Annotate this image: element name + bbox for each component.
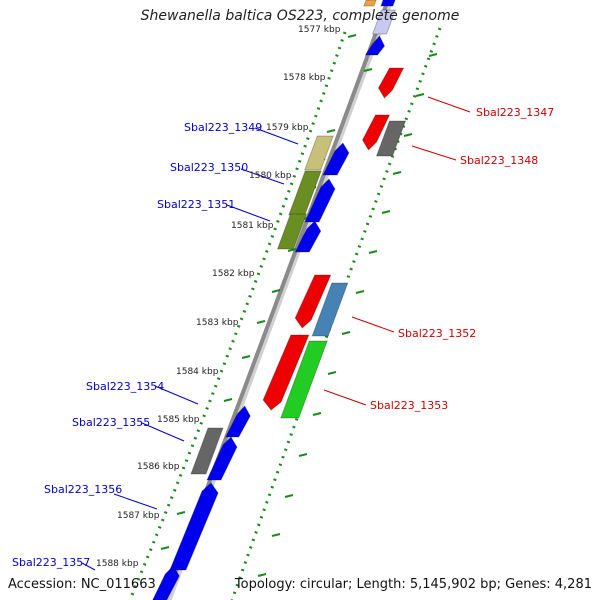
label-connectors <box>81 96 471 571</box>
gene-sbal223-1347 <box>377 67 405 99</box>
gene-forward-1349b <box>322 142 350 176</box>
label-connector <box>351 316 395 333</box>
gene-sbal223-1348-red <box>361 114 391 151</box>
gene-forward-1351b <box>294 220 322 253</box>
gene-sbal223-1357 <box>152 565 180 600</box>
scale-label: 1584 kbp <box>176 367 219 377</box>
label-connector <box>254 127 299 145</box>
ring-tick <box>363 68 373 72</box>
label-connector <box>113 493 158 510</box>
gene-sbal223-1352 <box>311 282 349 337</box>
ring-tick <box>381 210 391 214</box>
gene-label: Sbal223_1352 <box>398 327 476 340</box>
gene-label: Sbal223_1357 <box>12 556 90 569</box>
ring-tick <box>368 250 378 254</box>
gene-sbal223-1348 <box>375 120 407 157</box>
gene-label: Sbal223_1350 <box>170 161 248 174</box>
map-rings <box>128 0 442 600</box>
scale-label: 1578 kbp <box>283 73 326 83</box>
label-connector <box>240 168 285 185</box>
gene-sbal223-1351 <box>276 213 308 250</box>
ring-tick <box>298 453 308 457</box>
label-connector <box>323 389 367 406</box>
gene-red-1353a <box>262 334 310 411</box>
scale-label: 1587 kbp <box>117 511 160 521</box>
gene-red-1352a <box>294 274 332 329</box>
gene-sbal223-1354 <box>224 405 251 438</box>
ring-tick <box>403 133 413 137</box>
ring-tick <box>392 171 402 175</box>
ring-tick <box>223 398 233 402</box>
gene-label: Sbal223_1347 <box>476 106 554 119</box>
scale-labels: 1577 kbp 1578 kbp 1579 kbp 1580 kbp 1581 kbp… <box>96 25 341 569</box>
scale-label: 1586 kbp <box>137 462 180 472</box>
gene-labels: Sbal223_1347 Sbal223_1348 Sbal223_1349 Sbal… <box>12 106 554 569</box>
gene-track <box>152 0 407 600</box>
label-connector <box>411 145 457 161</box>
ring-tick <box>241 355 251 359</box>
label-connector <box>141 422 185 442</box>
gene-partial-blue <box>380 0 396 7</box>
ring-tick <box>256 320 266 324</box>
ring-tick <box>287 248 297 252</box>
gene-partial-forward <box>364 35 386 56</box>
gene-partial-orange <box>363 0 377 7</box>
ring-tick <box>284 494 294 498</box>
ring-tick <box>176 511 186 515</box>
gene-forward-1350b <box>304 178 336 223</box>
ring-tick <box>160 546 170 550</box>
ring-tick <box>428 53 438 57</box>
ring-tick <box>327 371 337 375</box>
scale-label: 1585 kbp <box>157 415 200 425</box>
ring-tick <box>415 93 425 97</box>
gene-label: Sbal223_1355 <box>72 416 150 429</box>
ring-tick <box>326 129 336 133</box>
label-connector <box>226 204 271 222</box>
scale-label: 1583 kbp <box>196 318 239 328</box>
gene-label: Sbal223_1349 <box>184 121 262 134</box>
ring-tick <box>312 412 322 416</box>
gene-label: Sbal223_1353 <box>370 399 448 412</box>
topology-text: Topology: circular; Length: 5,145,902 bp… <box>234 577 592 592</box>
ring-tick <box>271 533 281 537</box>
ring-tick <box>257 573 267 577</box>
gene-label: Sbal223_1348 <box>460 154 538 167</box>
scale-label: 1588 kbp <box>96 559 139 569</box>
ring-tick <box>347 34 357 38</box>
scale-label: 1579 kbp <box>266 123 309 133</box>
inner-dotted-ring <box>128 31 347 600</box>
gene-sbal223-1353 <box>280 340 328 419</box>
label-connector <box>81 562 96 571</box>
ring-tick <box>355 290 365 294</box>
gene-sbal223-1356 <box>169 482 219 571</box>
scale-label: 1581 kbp <box>231 221 274 231</box>
scale-label: 1577 kbp <box>298 25 341 35</box>
scale-label: 1580 kbp <box>249 171 292 181</box>
scale-label: 1582 kbp <box>212 269 255 279</box>
gene-label: Sbal223_1356 <box>44 483 122 496</box>
gene-sbal223-1349 <box>303 135 335 171</box>
gene-label: Sbal223_1354 <box>86 380 164 393</box>
gene-partial-light <box>371 9 397 35</box>
gene-label: Sbal223_1351 <box>157 198 235 211</box>
label-connector <box>427 96 471 113</box>
ring-tick <box>341 331 351 335</box>
gene-sbal223-1355 <box>190 427 224 475</box>
ring-tick <box>271 289 281 293</box>
label-connector <box>154 385 199 405</box>
gene-forward-1355b <box>206 436 238 481</box>
accession-text: Accession: NC_011663 <box>8 577 156 592</box>
genome-title: Shewanella baltica OS223, complete genom… <box>140 8 460 24</box>
